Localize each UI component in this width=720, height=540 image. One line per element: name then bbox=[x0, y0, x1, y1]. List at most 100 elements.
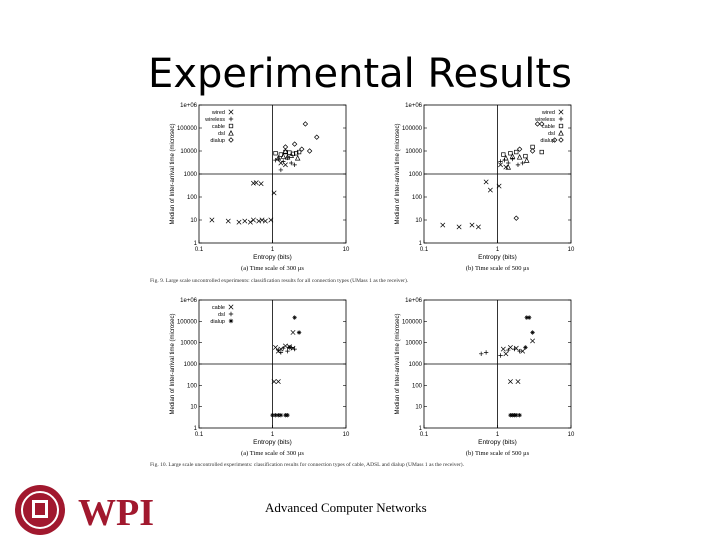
x-tick-label: 0.1 bbox=[195, 247, 204, 253]
data-point-wireless bbox=[289, 160, 294, 166]
legend-label: wired bbox=[541, 110, 555, 116]
data-point-cable bbox=[296, 149, 302, 155]
data-point-dsl bbox=[523, 157, 530, 163]
x-tick-label: 1 bbox=[496, 432, 500, 438]
data-point-dsl bbox=[509, 153, 516, 159]
data-point-dialup bbox=[523, 345, 528, 350]
y-tick-label: 10000 bbox=[180, 149, 197, 155]
y-tick-label: 1e+06 bbox=[180, 298, 198, 304]
data-point-dialup bbox=[306, 148, 313, 154]
y-tick-label: 1 bbox=[194, 241, 198, 247]
data-point-wired bbox=[253, 180, 259, 186]
data-point-wired bbox=[242, 218, 248, 224]
y-tick-label: 100000 bbox=[177, 319, 198, 325]
legend-marker-dsl bbox=[558, 130, 564, 136]
data-point-dsl bbox=[503, 154, 509, 161]
x-axis-label: Entropy (bits) bbox=[253, 439, 292, 446]
legend-marker-dsl bbox=[228, 130, 234, 136]
data-point-wired bbox=[498, 162, 503, 168]
x-tick-label: 1 bbox=[496, 247, 500, 253]
data-point-wired bbox=[256, 218, 262, 224]
y-axis-label: Median of Inter-arrival time (microsec) bbox=[395, 313, 401, 414]
data-point-wired bbox=[247, 219, 253, 225]
legend-label: cable bbox=[212, 124, 225, 130]
legend-label: dialup bbox=[210, 138, 225, 144]
data-point-wireless bbox=[292, 162, 297, 168]
legend-label: dsl bbox=[218, 312, 225, 318]
y-tick-label: 100000 bbox=[402, 319, 423, 325]
data-point-wired bbox=[503, 164, 509, 170]
data-point-cable bbox=[290, 330, 296, 335]
data-point-cable bbox=[539, 149, 544, 155]
legend-marker-cable bbox=[228, 304, 234, 310]
y-axis-label: Median of Inter-arrival time (microsec) bbox=[395, 123, 401, 224]
data-point-wired bbox=[469, 222, 475, 228]
data-point-wired bbox=[440, 222, 446, 228]
data-point-dialup bbox=[302, 121, 309, 127]
y-tick-label: 10 bbox=[190, 218, 197, 224]
x-tick-label: 1 bbox=[271, 247, 275, 253]
data-point-cable bbox=[273, 344, 278, 350]
y-tick-label: 100 bbox=[187, 195, 198, 201]
data-point-wired bbox=[483, 179, 489, 185]
data-point-dialup bbox=[530, 330, 535, 335]
data-point-wireless bbox=[510, 156, 515, 162]
y-tick-label: 1 bbox=[419, 426, 423, 432]
data-point-dialup bbox=[524, 315, 529, 320]
data-point-wired bbox=[225, 218, 231, 224]
legend-label: dsl bbox=[548, 131, 555, 137]
legend-label: wired bbox=[211, 110, 225, 116]
y-tick-label: 1 bbox=[194, 426, 198, 432]
data-point-cable bbox=[503, 351, 509, 357]
y-tick-label: 1000 bbox=[184, 362, 198, 368]
y-tick-label: 1 bbox=[419, 241, 423, 247]
legend-label: dsl bbox=[218, 131, 225, 137]
y-tick-label: 1e+06 bbox=[405, 103, 423, 109]
data-point-wired bbox=[475, 224, 481, 230]
x-tick-label: 0.1 bbox=[420, 432, 429, 438]
data-point-wired bbox=[236, 219, 242, 225]
figure-9-caption: Fig. 9. Large scale uncontrolled experim… bbox=[150, 278, 409, 284]
legend-marker-cable bbox=[558, 123, 564, 129]
x-tick-label: 0.1 bbox=[420, 247, 429, 253]
slide-footer: Advanced Computer Networks bbox=[265, 500, 427, 515]
data-point-cable bbox=[294, 151, 299, 156]
data-point-cable bbox=[273, 151, 278, 156]
legend-label: cable bbox=[542, 124, 555, 130]
data-point-cable bbox=[523, 153, 528, 159]
data-point-dialup bbox=[278, 412, 284, 418]
legend-marker-cable bbox=[228, 123, 234, 129]
data-point-dialup bbox=[513, 215, 519, 221]
data-point-wireless bbox=[498, 159, 503, 164]
data-point-cable bbox=[513, 345, 519, 351]
data-point-dsl bbox=[506, 347, 511, 353]
x-tick-label: 10 bbox=[343, 247, 350, 253]
legend-marker-wireless bbox=[558, 116, 564, 122]
data-point-wired bbox=[259, 217, 265, 223]
y-tick-label: 10 bbox=[415, 405, 422, 411]
data-point-cable bbox=[515, 379, 521, 385]
data-point-wired bbox=[268, 217, 274, 223]
data-point-dialup bbox=[299, 146, 305, 152]
data-point-cable bbox=[520, 348, 526, 354]
data-point-cable bbox=[530, 144, 535, 150]
data-point-dsl bbox=[278, 350, 284, 355]
data-point-wired bbox=[271, 190, 277, 196]
y-tick-label: 1000 bbox=[409, 172, 423, 178]
data-point-cable bbox=[501, 152, 506, 157]
x-tick-label: 10 bbox=[568, 432, 575, 438]
data-point-cable bbox=[271, 379, 277, 385]
data-point-wireless bbox=[281, 159, 286, 164]
data-point-wired bbox=[456, 224, 462, 230]
y-tick-label: 100000 bbox=[177, 126, 198, 132]
wpi-logo-text: WPI bbox=[78, 492, 154, 534]
data-point-dialup bbox=[285, 412, 290, 418]
data-point-wireless bbox=[278, 167, 284, 173]
data-point-dsl bbox=[281, 346, 286, 351]
subfigure-caption: (a) Time scale of 300 μs bbox=[241, 265, 304, 272]
data-point-dsl bbox=[285, 348, 290, 354]
data-point-wireless bbox=[515, 162, 521, 168]
